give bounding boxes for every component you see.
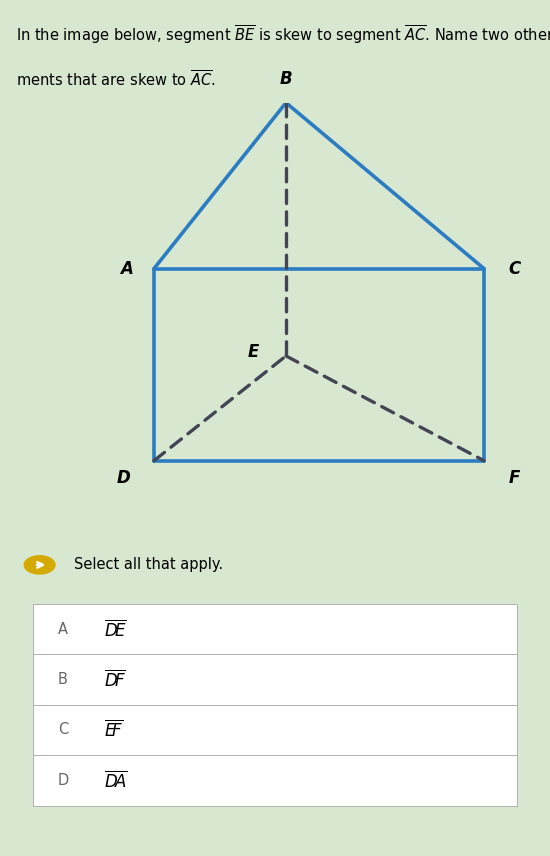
- Text: E: E: [248, 342, 258, 360]
- Text: F: F: [509, 469, 520, 487]
- Text: $\overline{\mathit{D\!A}}$: $\overline{\mathit{D\!A}}$: [104, 770, 128, 791]
- Text: D: D: [117, 469, 131, 487]
- Text: $\overline{\mathit{E\!F}}$: $\overline{\mathit{E\!F}}$: [104, 720, 124, 740]
- Text: C: C: [58, 722, 68, 738]
- Text: C: C: [508, 259, 520, 277]
- FancyBboxPatch shape: [33, 654, 517, 704]
- Text: $\overline{\mathit{D\!E}}$: $\overline{\mathit{D\!E}}$: [104, 619, 127, 639]
- FancyBboxPatch shape: [33, 604, 517, 654]
- Text: B: B: [280, 69, 292, 87]
- Text: B: B: [58, 672, 68, 687]
- Circle shape: [24, 556, 55, 574]
- Text: D: D: [58, 773, 69, 788]
- FancyBboxPatch shape: [33, 704, 517, 755]
- Text: $\overline{\mathit{D\!F}}$: $\overline{\mathit{D\!F}}$: [104, 669, 126, 690]
- Text: A: A: [120, 259, 133, 277]
- Text: ments that are skew to $\overline{\mathit{AC}}$.: ments that are skew to $\overline{\mathi…: [16, 69, 216, 90]
- Text: A: A: [58, 621, 68, 637]
- Text: Select all that apply.: Select all that apply.: [74, 557, 223, 573]
- Text: In the image below, segment $\overline{\mathit{BE}}$ is skew to segment $\overli: In the image below, segment $\overline{\…: [16, 24, 550, 46]
- FancyBboxPatch shape: [33, 755, 517, 805]
